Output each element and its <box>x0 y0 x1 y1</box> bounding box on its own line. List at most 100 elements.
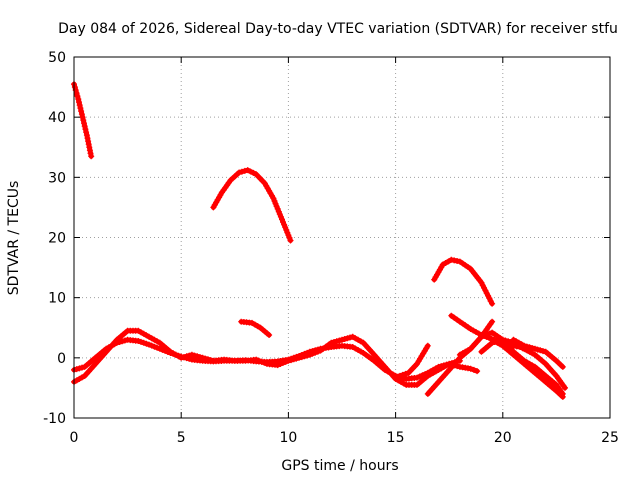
data-point-marker <box>81 120 87 127</box>
y-tick-label: 30 <box>48 170 66 186</box>
data-point-marker <box>83 129 90 136</box>
x-tick-label: 25 <box>601 430 619 446</box>
data-point-marker <box>483 331 490 338</box>
data-point-marker <box>497 337 504 344</box>
series-arc-1 <box>71 81 95 160</box>
y-tick-label: 10 <box>48 291 66 307</box>
data-point-marker <box>236 169 243 176</box>
series-arc-2 <box>210 167 294 244</box>
data-point-marker <box>474 368 481 375</box>
data-point-marker <box>486 330 493 337</box>
data-point-marker <box>186 352 193 359</box>
data-point-marker <box>135 338 142 344</box>
data-point-marker <box>207 357 214 364</box>
x-tick-label: 20 <box>494 430 512 446</box>
data-point-marker <box>191 352 198 359</box>
y-tick-label: 0 <box>57 351 66 367</box>
data-point-marker <box>81 123 88 130</box>
data-point-marker <box>266 332 273 338</box>
data-point-marker <box>499 336 506 343</box>
y-tick-label: 20 <box>48 231 66 247</box>
data-point-marker <box>507 339 514 345</box>
data-point-marker <box>194 353 201 360</box>
x-tick-label: 5 <box>177 430 186 446</box>
data-point-marker <box>75 96 82 103</box>
data-point-marker <box>540 348 546 355</box>
data-point-marker <box>424 342 431 349</box>
data-point-marker <box>261 359 268 366</box>
x-tick-label: 15 <box>387 430 405 446</box>
data-point-marker <box>298 354 305 361</box>
series-trace <box>210 167 293 243</box>
data-point-marker <box>341 336 348 342</box>
data-point-marker <box>559 363 566 370</box>
data-point-marker <box>301 353 308 360</box>
data-point-marker <box>489 339 496 346</box>
data-point-marker <box>74 93 81 100</box>
data-point-marker <box>414 374 420 381</box>
data-point-marker <box>285 232 292 239</box>
series-arc-4 <box>431 256 496 307</box>
data-point-marker <box>148 342 155 349</box>
data-point-marker <box>280 359 286 366</box>
data-point-marker <box>78 108 85 115</box>
data-point-marker <box>328 339 335 346</box>
data-point-marker <box>202 355 209 362</box>
data-point-marker <box>534 346 541 353</box>
data-point-marker <box>274 205 281 212</box>
data-point-marker <box>285 357 292 364</box>
data-point-marker <box>180 354 187 361</box>
data-point-marker <box>467 365 474 372</box>
data-point-marker <box>562 384 568 391</box>
data-point-marker <box>146 341 152 348</box>
data-point-marker <box>76 99 82 106</box>
data-point-marker <box>478 279 485 286</box>
data-point-marker <box>121 337 128 344</box>
data-point-marker <box>79 364 85 371</box>
data-point-marker <box>502 337 509 344</box>
data-point-marker <box>154 344 161 351</box>
data-point-marker <box>306 351 313 358</box>
data-point-marker <box>559 393 566 400</box>
data-point-marker <box>529 345 536 352</box>
data-point-marker <box>347 334 353 341</box>
data-point-marker <box>339 336 345 343</box>
data-point-marker <box>333 338 340 345</box>
grid-lines <box>74 57 610 418</box>
data-point-marker <box>416 373 423 380</box>
data-point-marker <box>336 337 343 344</box>
data-point-marker <box>293 355 300 362</box>
data-point-marker <box>396 372 403 379</box>
data-point-marker <box>482 287 489 294</box>
data-point-marker <box>470 366 477 373</box>
y-tick-label: 50 <box>48 50 66 66</box>
data-point-marker <box>85 141 92 148</box>
series-trace <box>397 343 431 379</box>
data-point-marker <box>119 338 126 345</box>
data-point-marker <box>287 237 294 244</box>
series-arc-3 <box>238 318 273 338</box>
data-point-marker <box>481 332 487 339</box>
y-axis-label: SDTVAR / TECUs <box>6 181 22 296</box>
data-point-marker <box>87 150 94 157</box>
data-point-marker <box>489 318 496 325</box>
data-point-marker <box>279 216 285 223</box>
data-point-marker <box>205 356 211 363</box>
data-point-marker <box>151 343 158 350</box>
data-point-marker <box>73 90 80 97</box>
data-point-marker <box>486 295 493 302</box>
data-point-marker <box>71 84 78 91</box>
data-point-marker <box>312 349 319 356</box>
data-point-marker <box>138 338 144 345</box>
series-arc-7 <box>71 327 481 388</box>
data-point-marker <box>282 224 289 231</box>
chart-title: Day 084 of 2026, Sidereal Day-to-day VTE… <box>58 21 618 37</box>
data-point-marker <box>178 354 185 361</box>
data-point-marker <box>314 348 321 355</box>
data-point-marker <box>253 356 260 363</box>
x-axis-label: GPS time / hours <box>281 458 398 474</box>
data-point-marker <box>309 350 316 357</box>
data-point-marker <box>79 114 86 121</box>
